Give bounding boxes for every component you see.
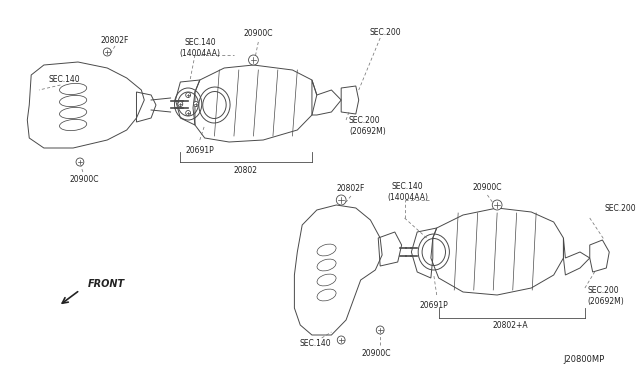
Text: 20802F: 20802F	[337, 183, 365, 192]
Text: SEC.200
(20692M): SEC.200 (20692M)	[349, 116, 386, 136]
Ellipse shape	[178, 102, 183, 106]
Text: SEC.140: SEC.140	[299, 340, 331, 349]
Text: 20900C: 20900C	[362, 350, 391, 359]
Text: 20900C: 20900C	[473, 183, 502, 192]
Text: SEC.140
(14004AA): SEC.140 (14004AA)	[179, 38, 220, 58]
Text: 20802+A: 20802+A	[493, 321, 529, 330]
Ellipse shape	[186, 93, 191, 97]
Text: 20900C: 20900C	[244, 29, 273, 38]
Ellipse shape	[492, 200, 502, 210]
Text: SEC.140: SEC.140	[49, 74, 81, 83]
Ellipse shape	[248, 55, 259, 65]
Ellipse shape	[193, 102, 198, 106]
Text: SEC.200
(20692M): SEC.200 (20692M)	[588, 286, 625, 306]
Text: SEC.140
(14004AA): SEC.140 (14004AA)	[387, 182, 428, 202]
Ellipse shape	[186, 110, 191, 115]
Text: 20691P: 20691P	[186, 145, 214, 154]
Ellipse shape	[376, 326, 384, 334]
Ellipse shape	[337, 336, 345, 344]
Text: 20691P: 20691P	[419, 301, 448, 310]
Text: SEC.200: SEC.200	[604, 203, 636, 212]
Ellipse shape	[76, 158, 84, 166]
Text: FRONT: FRONT	[88, 279, 125, 289]
Ellipse shape	[336, 195, 346, 205]
Text: 20802: 20802	[234, 166, 258, 174]
Text: SEC.200: SEC.200	[369, 28, 401, 36]
Ellipse shape	[103, 48, 111, 56]
Text: 20900C: 20900C	[69, 174, 99, 183]
Text: J20800MP: J20800MP	[563, 356, 604, 365]
Text: 20802F: 20802F	[101, 35, 129, 45]
